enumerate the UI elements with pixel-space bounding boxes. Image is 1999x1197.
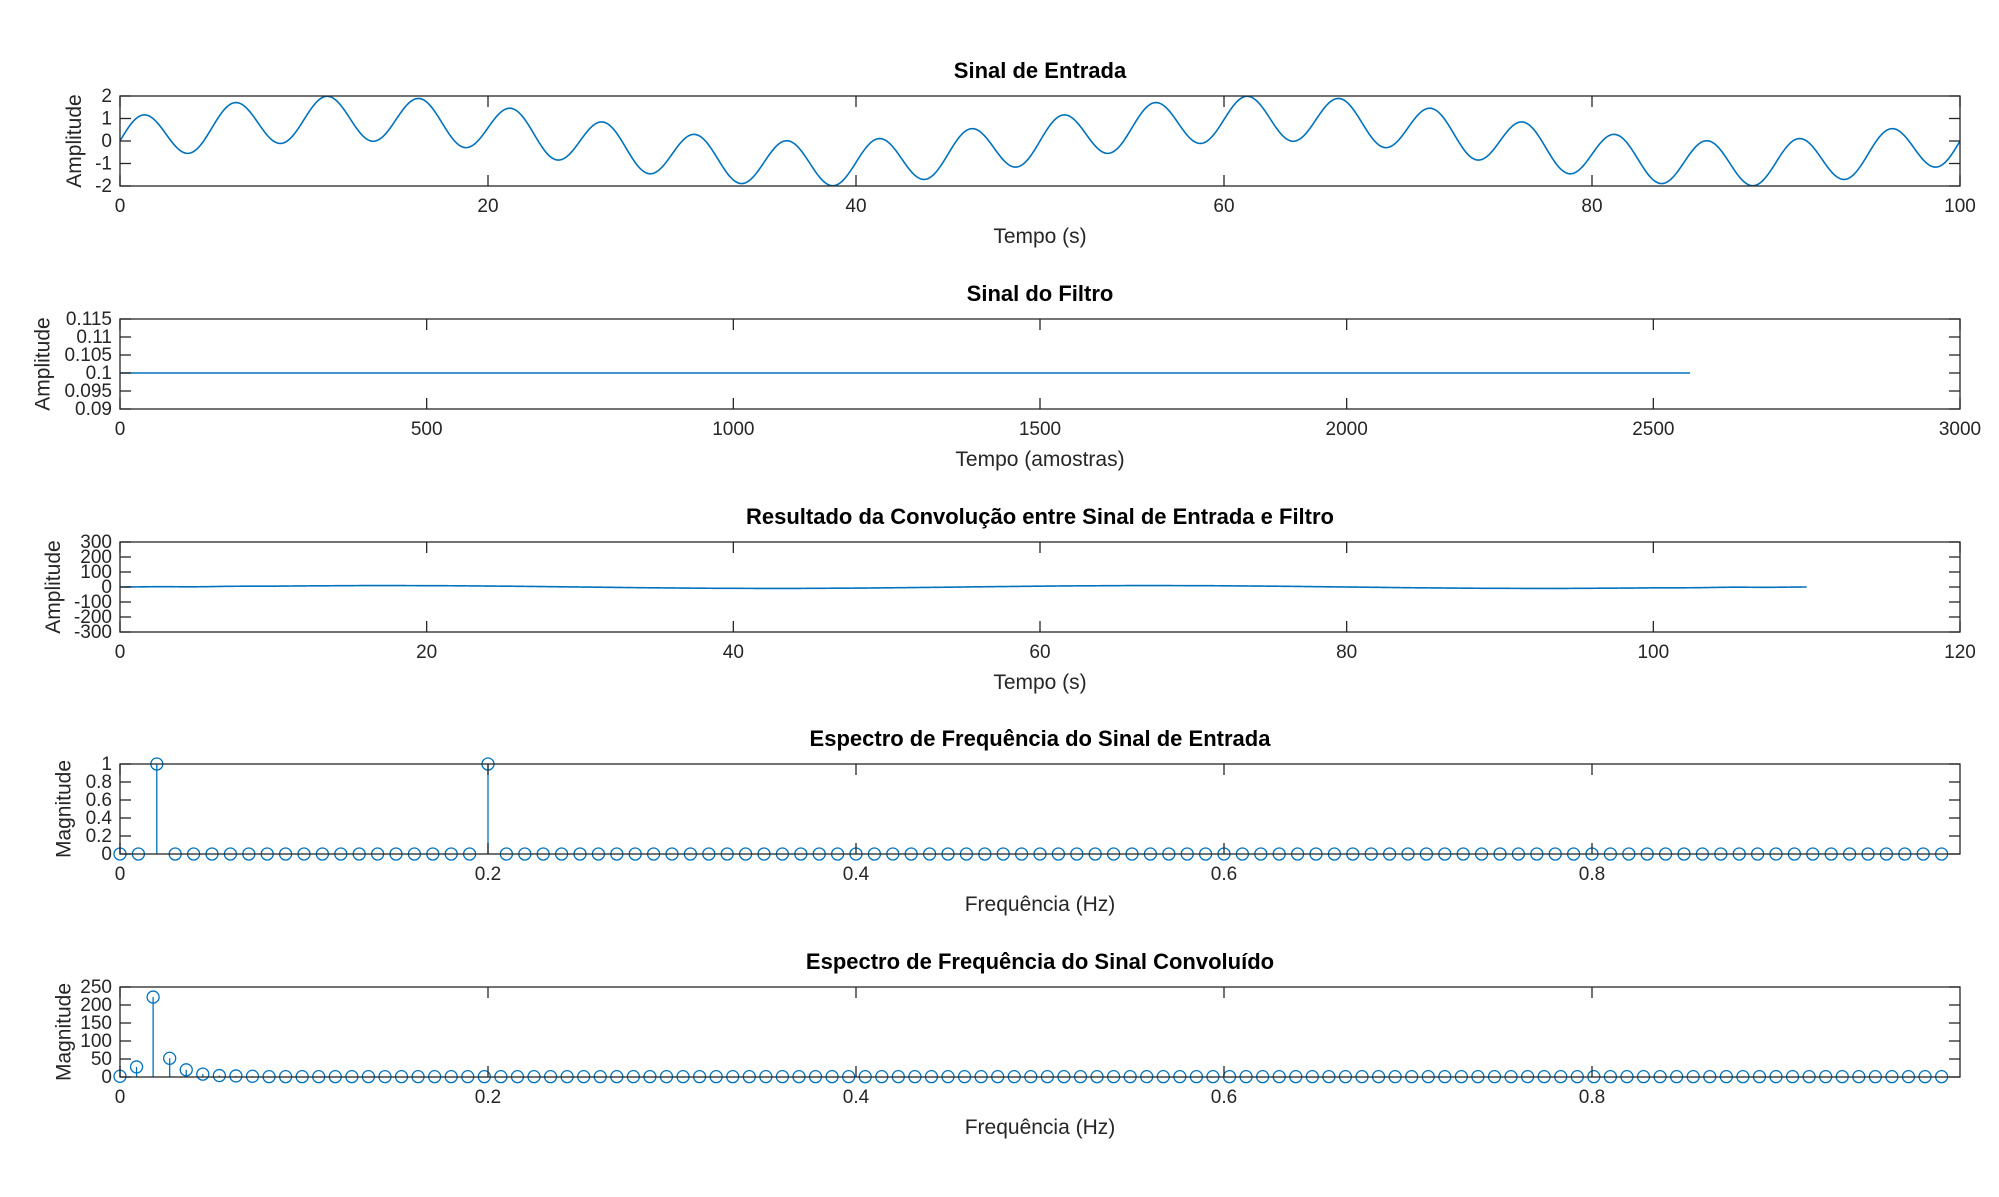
y-tick-label: -1 bbox=[95, 154, 112, 175]
y-tick-label: 100 bbox=[80, 562, 112, 583]
axes-box bbox=[119, 763, 1961, 855]
x-tick-label: 2500 bbox=[1632, 419, 1674, 440]
x-axis-label: Tempo (s) bbox=[993, 671, 1086, 694]
x-tick-label: 0.4 bbox=[843, 1087, 870, 1108]
x-tick-label: 0 bbox=[115, 864, 126, 885]
y-tick-label: 0 bbox=[101, 1067, 112, 1088]
x-tick-label: 100 bbox=[1637, 642, 1669, 663]
y-axis-label: Magnitude bbox=[53, 983, 76, 1081]
subplot-3: Resultado da Convolução entre Sinal de E… bbox=[42, 504, 1976, 694]
x-tick-label: 2000 bbox=[1326, 419, 1368, 440]
y-axis-label: Amplitude bbox=[32, 317, 55, 410]
y-tick-label: 0 bbox=[101, 577, 112, 598]
x-tick-label: 20 bbox=[416, 642, 437, 663]
x-tick-label: 80 bbox=[1581, 196, 1602, 217]
stem-marker bbox=[196, 1067, 210, 1081]
stem-marker bbox=[129, 1060, 144, 1074]
y-tick-label: -2 bbox=[95, 176, 112, 197]
x-tick-label: 0.2 bbox=[475, 1087, 501, 1108]
x-tick-label: 0.6 bbox=[1211, 1087, 1237, 1108]
chart-title: Sinal do Filtro bbox=[967, 281, 1114, 306]
x-tick-label: 3000 bbox=[1939, 419, 1981, 440]
y-tick-label: 100 bbox=[80, 1031, 112, 1052]
y-tick-label: -200 bbox=[74, 607, 112, 628]
x-axis-label: Frequência (Hz) bbox=[965, 893, 1116, 916]
x-tick-label: 20 bbox=[477, 196, 498, 217]
y-tick-label: 150 bbox=[80, 1013, 112, 1034]
y-tick-label: 200 bbox=[80, 995, 112, 1016]
x-tick-label: 0.2 bbox=[475, 864, 501, 885]
x-tick-label: 0.8 bbox=[1579, 864, 1605, 885]
y-tick-label: 0.095 bbox=[64, 381, 112, 402]
stem-marker bbox=[229, 1069, 243, 1083]
y-axis-label: Amplitude bbox=[63, 94, 86, 187]
plot-area bbox=[120, 95, 1960, 187]
x-axis-label: Tempo (amostras) bbox=[955, 448, 1124, 471]
y-tick-label: 0.8 bbox=[86, 772, 112, 793]
y-tick-label: -300 bbox=[74, 622, 112, 643]
x-tick-label: 1000 bbox=[712, 419, 754, 440]
series-line bbox=[120, 95, 1960, 187]
stem-marker bbox=[245, 1069, 260, 1083]
y-tick-label: 0 bbox=[101, 844, 112, 865]
x-tick-label: 1500 bbox=[1019, 419, 1061, 440]
chart-title: Resultado da Convolução entre Sinal de E… bbox=[746, 504, 1334, 529]
chart-title: Espectro de Frequência do Sinal Convoluí… bbox=[806, 949, 1274, 974]
x-tick-label: 0 bbox=[115, 419, 126, 440]
y-tick-label: 2 bbox=[101, 86, 112, 107]
y-tick-label: 250 bbox=[80, 977, 112, 998]
y-tick-label: 200 bbox=[80, 547, 112, 568]
subplot-4: Espectro de Frequência do Sinal de Entra… bbox=[53, 726, 1961, 916]
x-tick-label: 0 bbox=[115, 196, 126, 217]
y-tick-label: 0.09 bbox=[75, 399, 112, 420]
x-axis-label: Tempo (s) bbox=[993, 225, 1086, 248]
stem-marker bbox=[146, 990, 160, 1004]
x-tick-label: 500 bbox=[411, 419, 443, 440]
y-tick-label: 0.105 bbox=[64, 345, 112, 366]
axes-box bbox=[119, 318, 1961, 410]
x-tick-label: 0.4 bbox=[843, 864, 870, 885]
y-tick-label: 0.115 bbox=[66, 309, 112, 330]
y-tick-label: 300 bbox=[80, 532, 112, 553]
x-axis-label: Frequência (Hz) bbox=[965, 1116, 1116, 1139]
x-tick-label: 0 bbox=[115, 642, 126, 663]
y-axis-label: Magnitude bbox=[53, 760, 76, 858]
stem-marker bbox=[179, 1063, 193, 1077]
y-tick-label: 50 bbox=[91, 1049, 112, 1070]
x-tick-label: 0.6 bbox=[1211, 864, 1237, 885]
stem-marker bbox=[212, 1068, 227, 1083]
subplot-2: Sinal do Filtro 0 500 1000 1500 2000 2500 3000 0… bbox=[32, 281, 1982, 471]
chart-title: Espectro de Frequência do Sinal de Entra… bbox=[810, 726, 1272, 751]
x-tick-label: 80 bbox=[1336, 642, 1357, 663]
y-tick-label: 0.4 bbox=[86, 808, 113, 829]
y-tick-label: 0.11 bbox=[76, 327, 112, 348]
y-tick-label: 1 bbox=[101, 109, 112, 130]
y-tick-label: 1 bbox=[101, 754, 112, 775]
x-tick-label: 0 bbox=[115, 1087, 126, 1108]
axes-box bbox=[119, 986, 1961, 1078]
x-tick-label: 60 bbox=[1213, 196, 1234, 217]
y-tick-label: 0 bbox=[101, 131, 112, 152]
plot-area bbox=[120, 584, 1807, 590]
x-tick-label: 40 bbox=[845, 196, 866, 217]
x-tick-label: 40 bbox=[723, 642, 744, 663]
x-tick-label: 0.8 bbox=[1579, 1087, 1605, 1108]
y-tick-label: -100 bbox=[74, 592, 112, 613]
series-line bbox=[120, 584, 1807, 590]
x-tick-label: 120 bbox=[1944, 642, 1976, 663]
y-tick-label: 0.1 bbox=[86, 363, 112, 384]
chart-title: Sinal de Entrada bbox=[954, 58, 1127, 83]
subplot-5: Espectro de Frequência do Sinal Convoluí… bbox=[53, 949, 1961, 1139]
y-tick-label: 0.2 bbox=[86, 826, 112, 847]
x-tick-label: 100 bbox=[1944, 196, 1976, 217]
stem-marker bbox=[163, 1051, 177, 1065]
y-axis-label: Amplitude bbox=[42, 540, 65, 633]
y-tick-label: 0.6 bbox=[86, 790, 112, 811]
x-tick-label: 60 bbox=[1029, 642, 1050, 663]
